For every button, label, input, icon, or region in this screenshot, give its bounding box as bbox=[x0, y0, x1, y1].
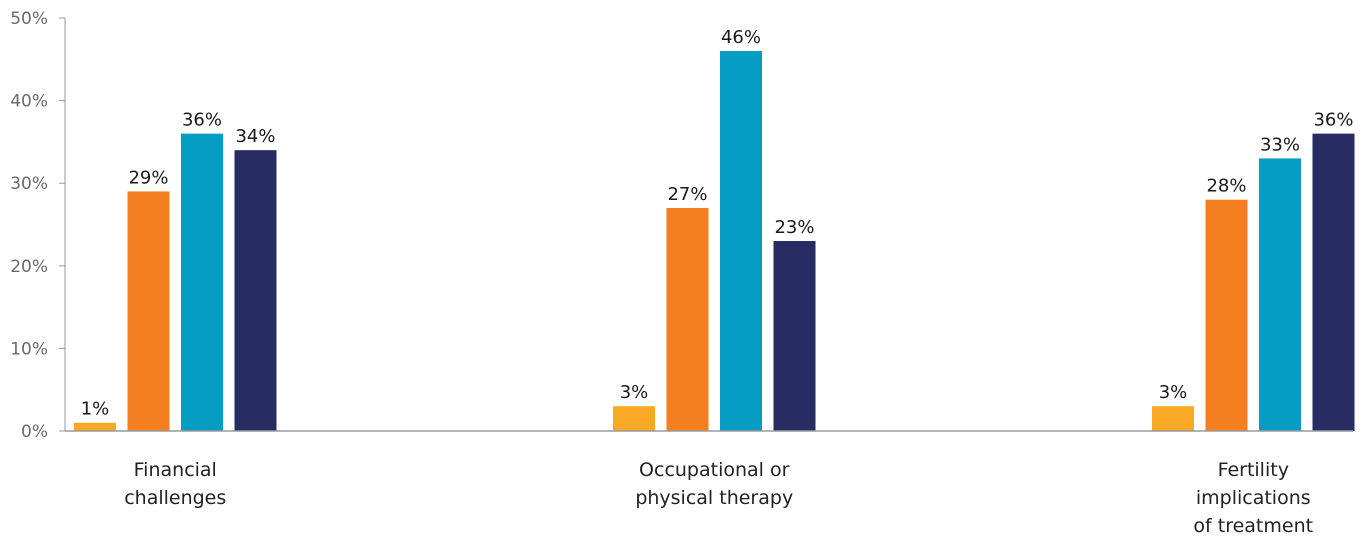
x-category-label-line: physical therapy bbox=[635, 487, 793, 509]
bar bbox=[1312, 133, 1355, 431]
x-category-label-line: implications bbox=[1196, 487, 1311, 509]
bar bbox=[181, 133, 223, 431]
x-category-label-line: Financial bbox=[134, 459, 217, 481]
bar bbox=[1205, 199, 1248, 431]
y-tick-label: 30% bbox=[10, 174, 48, 194]
data-label: 3% bbox=[1159, 382, 1188, 403]
bar bbox=[74, 422, 116, 431]
data-label: 46% bbox=[721, 27, 761, 48]
bar bbox=[1259, 158, 1301, 432]
bar bbox=[1152, 406, 1194, 431]
bar bbox=[127, 191, 170, 431]
data-label: 36% bbox=[1313, 110, 1353, 131]
y-tick-label: 20% bbox=[10, 257, 48, 277]
bar bbox=[613, 406, 655, 431]
bar bbox=[720, 51, 762, 431]
bar bbox=[666, 207, 709, 431]
x-axis: Financial challenges Occupational or physic… bbox=[65, 430, 1353, 537]
data-label: 33% bbox=[1260, 134, 1300, 155]
x-category-label-line: Fertility bbox=[1218, 459, 1289, 481]
y-tick-label: 0% bbox=[21, 422, 48, 442]
data-label: 29% bbox=[128, 167, 168, 188]
y-tick-label: 40% bbox=[10, 92, 48, 112]
data-label: 27% bbox=[667, 184, 707, 205]
data-label: 36% bbox=[182, 110, 222, 131]
bar bbox=[773, 241, 816, 431]
x-category-label-line: Occupational or bbox=[639, 459, 790, 481]
x-category-label: Occupational or physical therapy bbox=[635, 459, 793, 509]
y-tick-label: 10% bbox=[10, 339, 48, 359]
y-axis: 0% 10% 20% 30% 40% 50% bbox=[10, 9, 66, 442]
x-category-label: Financial challenges bbox=[124, 459, 226, 509]
data-label: 1% bbox=[81, 399, 110, 420]
x-category-label-line: of treatment bbox=[1193, 515, 1313, 537]
data-label: 23% bbox=[774, 217, 814, 238]
bars-group bbox=[74, 51, 1355, 432]
data-label: 3% bbox=[620, 382, 649, 403]
data-label: 28% bbox=[1206, 176, 1246, 197]
bar bbox=[234, 150, 277, 431]
data-label: 34% bbox=[235, 126, 275, 147]
x-category-label: Fertility implications of treatment bbox=[1193, 459, 1313, 537]
y-tick-label: 50% bbox=[10, 9, 48, 29]
x-category-label-line: challenges bbox=[124, 487, 226, 509]
data-labels-group: 1%29%36%34%3%27%46%23%3%28%33%36%0%33%45… bbox=[81, 27, 1354, 420]
